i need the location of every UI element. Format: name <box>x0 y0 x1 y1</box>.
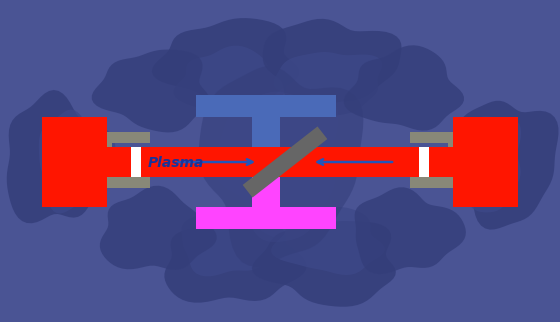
Bar <box>425 147 453 177</box>
Polygon shape <box>451 101 558 230</box>
Polygon shape <box>242 127 328 198</box>
Polygon shape <box>174 46 287 114</box>
Polygon shape <box>354 187 466 274</box>
Bar <box>135 147 425 177</box>
Polygon shape <box>100 186 217 270</box>
Polygon shape <box>442 116 521 213</box>
Bar <box>196 207 336 229</box>
Polygon shape <box>181 207 287 276</box>
Bar <box>100 132 150 143</box>
Polygon shape <box>7 90 113 223</box>
Bar <box>410 177 460 188</box>
Bar <box>252 117 280 149</box>
Polygon shape <box>213 91 339 242</box>
Bar <box>100 132 112 188</box>
Polygon shape <box>165 213 306 303</box>
Polygon shape <box>199 66 363 267</box>
Polygon shape <box>271 207 385 275</box>
Polygon shape <box>344 45 464 131</box>
Bar <box>419 147 429 177</box>
Bar <box>410 132 460 143</box>
Bar <box>42 117 107 207</box>
Polygon shape <box>92 50 209 132</box>
Polygon shape <box>39 109 116 213</box>
Bar <box>100 177 150 188</box>
Bar <box>196 95 336 117</box>
Text: Plasma: Plasma <box>148 156 204 170</box>
Bar <box>448 132 460 188</box>
Bar <box>131 147 141 177</box>
Polygon shape <box>152 18 299 106</box>
Polygon shape <box>273 52 382 117</box>
Bar <box>107 147 135 177</box>
Polygon shape <box>263 19 402 109</box>
Bar <box>453 117 518 207</box>
Polygon shape <box>252 221 396 307</box>
Bar <box>252 175 280 207</box>
